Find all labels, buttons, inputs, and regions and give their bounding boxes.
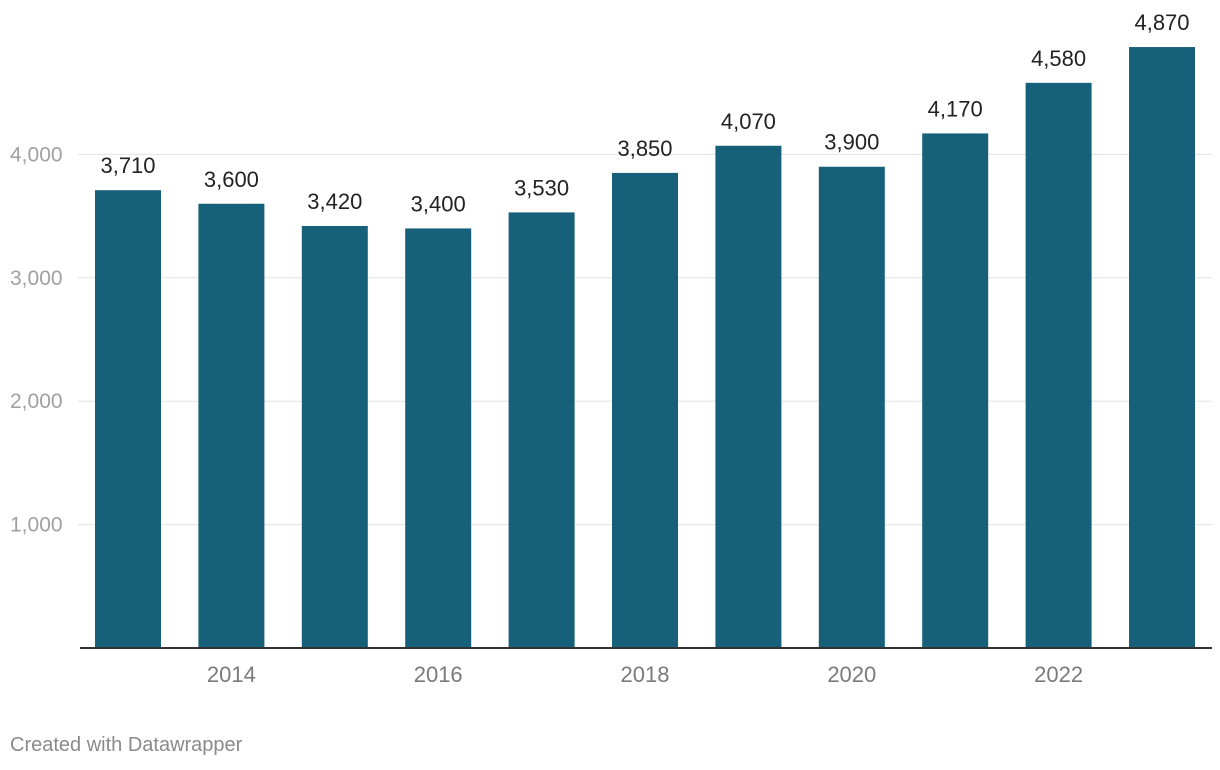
y-tick-label: 4,000 (10, 143, 63, 166)
value-label: 4,070 (721, 109, 776, 134)
value-label: 4,870 (1134, 10, 1189, 35)
x-tick-label: 2014 (207, 662, 256, 687)
value-label: 4,580 (1031, 46, 1086, 71)
x-axis: 2014 2016 2018 2020 2022 (80, 647, 1212, 687)
bar-2018 (612, 172, 678, 648)
bars (95, 47, 1195, 649)
value-label: 3,850 (617, 136, 672, 161)
bar-2022 (1025, 82, 1092, 648)
value-label: 3,400 (411, 191, 466, 216)
bar-2021 (922, 133, 989, 648)
value-label: 3,530 (514, 175, 569, 200)
bar-2023 (1129, 47, 1195, 649)
y-tick-label: 3,000 (10, 267, 63, 290)
bar-2013 (95, 190, 161, 648)
footer-credit: Created with Datawrapper (10, 734, 243, 756)
value-label: 3,600 (204, 167, 259, 192)
value-labels: 3,710 3,600 3,420 3,400 3,530 3,850 4,070 3,900… (100, 10, 1189, 216)
bar-chart: 1,000 2,000 3,000 4,000 3,710 3,600 3,420 3,40… (10, 10, 1212, 687)
x-tick-label: 2022 (1034, 662, 1083, 687)
bar-2019 (715, 145, 782, 648)
bar-2014 (198, 203, 265, 648)
bar-2015 (301, 225, 368, 649)
x-tick-label: 2020 (827, 662, 876, 687)
value-label: 4,170 (928, 96, 983, 121)
value-label: 3,900 (824, 130, 879, 155)
bar-2017 (508, 212, 575, 648)
bar-2016 (405, 228, 472, 648)
bar-2020 (818, 166, 885, 649)
value-label: 3,420 (307, 189, 362, 214)
x-tick-label: 2018 (621, 662, 670, 687)
x-tick-label: 2016 (414, 662, 463, 687)
y-tick-label: 1,000 (10, 514, 63, 537)
y-tick-label: 2,000 (10, 390, 63, 413)
value-label: 3,710 (100, 153, 155, 178)
